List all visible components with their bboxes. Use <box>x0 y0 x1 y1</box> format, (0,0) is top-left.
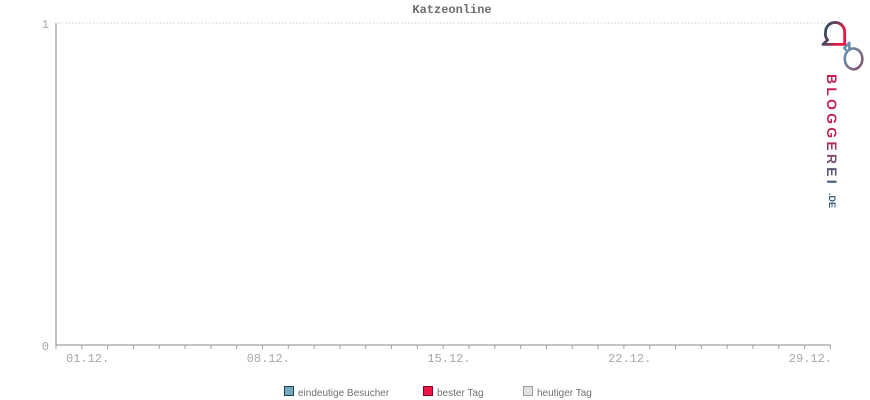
svg-text:1: 1 <box>42 18 49 32</box>
svg-text:08.12.: 08.12. <box>247 352 290 366</box>
svg-text:0: 0 <box>42 340 49 354</box>
svg-text:29.12.: 29.12. <box>789 352 832 366</box>
svg-text:22.12.: 22.12. <box>608 352 651 366</box>
svg-text:15.12.: 15.12. <box>427 352 470 366</box>
svg-text:01.12.: 01.12. <box>66 352 109 366</box>
